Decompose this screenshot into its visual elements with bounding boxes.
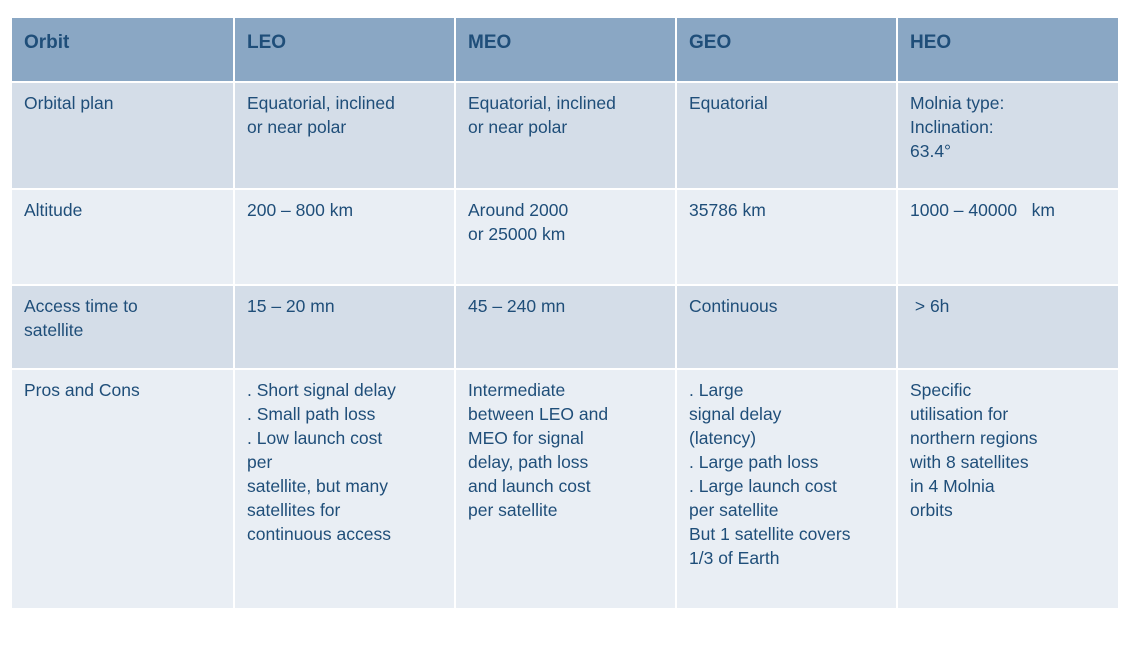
cell-line: Equatorial, inclined xyxy=(468,93,616,113)
header-leo: LEO xyxy=(234,18,456,83)
cell-line: Continuous xyxy=(689,296,778,316)
row-label: Access time to satellite xyxy=(12,285,235,370)
header-heo: HEO xyxy=(897,18,1118,83)
cell-line: in 4 Molnia xyxy=(910,476,995,496)
header-orbit: Orbit xyxy=(12,18,235,83)
cell-geo: Continuous xyxy=(676,285,898,370)
cell-line: But 1 satellite covers xyxy=(689,524,851,544)
cell-geo: 35786 km xyxy=(676,189,898,286)
cell-line: . Small path loss xyxy=(247,404,376,424)
cell-leo: 15 – 20 mn xyxy=(234,285,456,370)
cell-geo: Equatorial xyxy=(676,82,898,190)
cell-line: Around 2000 xyxy=(468,200,569,220)
cell-leo: Equatorial, inclined or near polar xyxy=(234,82,456,190)
cell-line: or near polar xyxy=(247,117,347,137)
header-meo: MEO xyxy=(455,18,677,83)
cell-line: Pros and Cons xyxy=(24,380,140,400)
cell-line: 63.4° xyxy=(910,141,952,161)
cell-geo: . Large signal delay (latency) . Large p… xyxy=(676,369,898,610)
orbit-comparison-table: Orbit LEO MEO GEO HEO Orbital plan Equat… xyxy=(12,18,1118,610)
cell-line: 1/3 of Earth xyxy=(689,548,780,568)
cell-line: Equatorial xyxy=(689,93,768,113)
cell-line: Molnia type: xyxy=(910,93,1005,113)
table-row-orbital-plan: Orbital plan Equatorial, inclined or nea… xyxy=(12,82,1118,190)
table-row-pros-and-cons: Pros and Cons . Short signal delay . Sma… xyxy=(12,369,1118,610)
cell-line: 35786 km xyxy=(689,200,766,220)
cell-line: MEO for signal xyxy=(468,428,584,448)
cell-heo: Molnia type: Inclination: 63.4° xyxy=(897,82,1118,190)
cell-leo: 200 – 800 km xyxy=(234,189,456,286)
cell-line: or 25000 km xyxy=(468,224,566,244)
cell-line: between LEO and xyxy=(468,404,609,424)
cell-line: satellite xyxy=(24,320,84,340)
cell-line: 1000 – 40000 km xyxy=(910,200,1055,220)
cell-heo: Specific utilisation for northern region… xyxy=(897,369,1118,610)
cell-leo: . Short signal delay . Small path loss .… xyxy=(234,369,456,610)
cell-line: with 8 satellites xyxy=(910,452,1029,472)
row-label: Orbital plan xyxy=(12,82,235,190)
cell-line: 15 – 20 mn xyxy=(247,296,335,316)
cell-meo: 45 – 240 mn xyxy=(455,285,677,370)
cell-line: 45 – 240 mn xyxy=(468,296,566,316)
cell-line: . Large launch cost xyxy=(689,476,837,496)
cell-line: per xyxy=(247,452,273,472)
row-label: Altitude xyxy=(12,189,235,286)
cell-line: Altitude xyxy=(24,200,83,220)
cell-line: northern regions xyxy=(910,428,1038,448)
cell-heo: 1000 – 40000 km xyxy=(897,189,1118,286)
cell-line: Intermediate xyxy=(468,380,566,400)
cell-line: or near polar xyxy=(468,117,568,137)
cell-line: delay, path loss xyxy=(468,452,589,472)
cell-line: satellites for xyxy=(247,500,341,520)
cell-line: Inclination: xyxy=(910,117,994,137)
table-row-access-time: Access time to satellite 15 – 20 mn 45 –… xyxy=(12,285,1118,370)
cell-line: per satellite xyxy=(689,500,779,520)
table-row-altitude: Altitude 200 – 800 km Around 2000 or 250… xyxy=(12,189,1118,286)
cell-line: . Short signal delay xyxy=(247,380,396,400)
header-row: Orbit LEO MEO GEO HEO xyxy=(12,18,1118,83)
cell-line: (latency) xyxy=(689,428,757,448)
cell-line: per satellite xyxy=(468,500,558,520)
cell-line: 200 – 800 km xyxy=(247,200,354,220)
cell-line: . Large path loss xyxy=(689,452,819,472)
cell-line: satellite, but many xyxy=(247,476,389,496)
cell-line: utilisation for xyxy=(910,404,1009,424)
cell-line: Specific xyxy=(910,380,972,400)
header-geo: GEO xyxy=(676,18,898,83)
cell-line: orbits xyxy=(910,500,953,520)
cell-line: Access time to xyxy=(24,296,138,316)
cell-line: . Large xyxy=(689,380,744,400)
cell-line: Orbital plan xyxy=(24,93,114,113)
cell-line: Equatorial, inclined xyxy=(247,93,395,113)
cell-line: . Low launch cost xyxy=(247,428,383,448)
row-label: Pros and Cons xyxy=(12,369,235,610)
cell-line: and launch cost xyxy=(468,476,591,496)
cell-heo: > 6h xyxy=(897,285,1118,370)
cell-meo: Intermediate between LEO and MEO for sig… xyxy=(455,369,677,610)
cell-line: continuous access xyxy=(247,524,391,544)
cell-meo: Around 2000 or 25000 km xyxy=(455,189,677,286)
cell-meo: Equatorial, inclined or near polar xyxy=(455,82,677,190)
cell-line: signal delay xyxy=(689,404,782,424)
cell-line: > 6h xyxy=(910,296,950,316)
